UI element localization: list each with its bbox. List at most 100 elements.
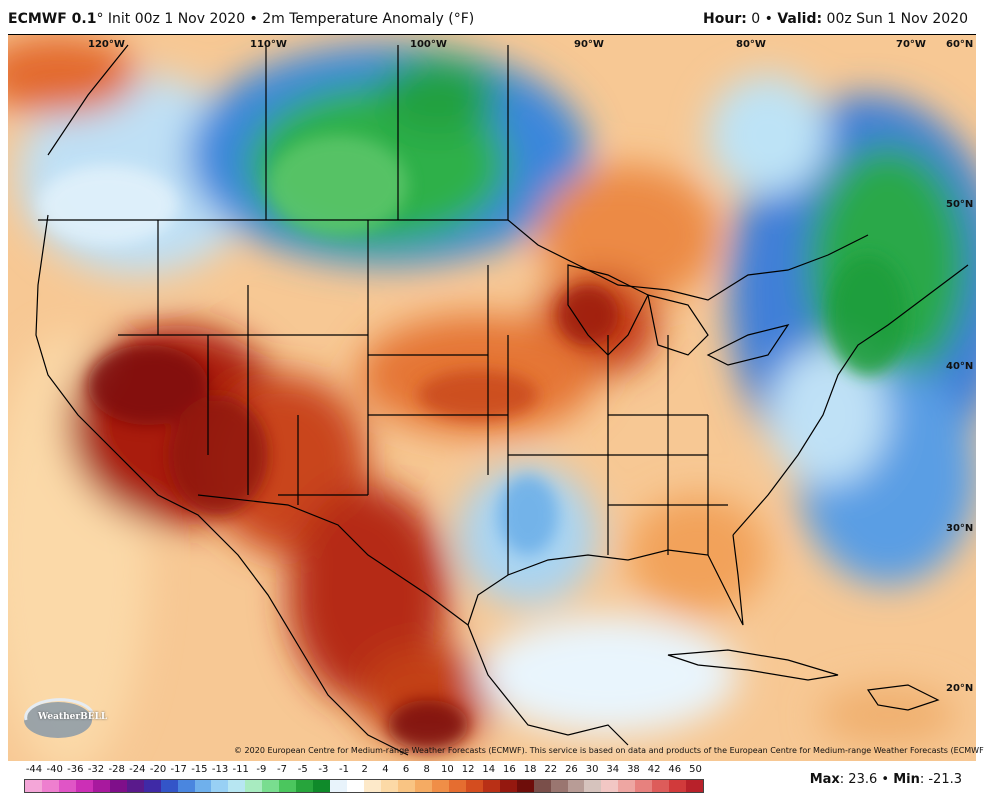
- colorbar-swatch: [296, 780, 314, 792]
- colorbar-swatch: [25, 780, 42, 792]
- colorbar-tick-label: -9: [256, 764, 267, 775]
- hour-label: Hour:: [703, 11, 747, 27]
- colorbar-swatch: [516, 780, 534, 792]
- colorbar-tick-label: 8: [423, 764, 430, 775]
- hour-value: 0 •: [746, 11, 778, 27]
- colorbar-swatch: [381, 780, 398, 792]
- max-min-stats: Max: 23.6 • Min: -21.3: [810, 772, 962, 787]
- colorbar-tick-label: -24: [129, 764, 146, 775]
- colorbar-swatch: [584, 780, 602, 792]
- colorbar-swatch: [262, 780, 280, 792]
- colorbar-tick-label: -15: [191, 764, 208, 775]
- colorbar-swatch: [347, 780, 365, 792]
- model-name: ECMWF 0.1: [8, 11, 97, 27]
- anomaly-detail: [38, 135, 908, 750]
- colorbar-tick-label: -7: [277, 764, 288, 775]
- colorbar-swatch: [652, 780, 670, 792]
- colorbar-tick-label: 16: [503, 764, 516, 775]
- colorbar-swatch: [177, 780, 195, 792]
- colorbar-swatch: [92, 780, 110, 792]
- colorbar-tick-label: -11: [232, 764, 249, 775]
- colorbar-swatch: [499, 780, 517, 792]
- colorbar-swatch: [245, 780, 263, 792]
- colorbar-swatch: [618, 780, 636, 792]
- colorbar-swatch: [330, 780, 348, 792]
- colorbar-tick-label: 22: [544, 764, 558, 775]
- max-label: Max: [809, 772, 840, 787]
- colorbar-swatch: [431, 780, 449, 792]
- colorbar-swatch: [482, 780, 500, 792]
- colorbar-tick-label: -20: [149, 764, 167, 775]
- colorbar-tick-label: 14: [482, 764, 496, 775]
- colorbar-tick-label: 18: [523, 764, 537, 775]
- colorbar-tick-label: 12: [461, 764, 475, 775]
- weatherbell-logo-text: WeatherBELL: [38, 712, 108, 722]
- colorbar-swatch: [465, 780, 483, 792]
- colorbar-tick-label: 6: [402, 764, 410, 775]
- lat-label-50n: 50°N: [946, 199, 974, 210]
- political-boundaries: [35, 44, 969, 756]
- colorbar-swatch: [41, 780, 59, 792]
- lat-label-40n: 40°N: [946, 361, 974, 372]
- colorbar-swatch: [211, 780, 229, 792]
- colorbar-tick-label: 46: [668, 764, 682, 775]
- colorbar-tick-label: -17: [170, 764, 187, 775]
- colorbar-swatch: [601, 780, 619, 792]
- valid-value: 00z Sun 1 Nov 2020: [822, 11, 968, 27]
- colorbar-tick-label: -28: [108, 764, 125, 775]
- lon-label-70w: 70°W: [896, 39, 926, 50]
- lon-label-110w: 110°W: [250, 39, 287, 50]
- lon-label-90w: 90°W: [574, 39, 604, 50]
- header-title: ECMWF 0.1° Init 00z 1 Nov 2020 • 2m Temp…: [8, 11, 474, 27]
- colorbar-swatch: [194, 780, 212, 792]
- colorbar-swatch: [533, 780, 551, 792]
- colorbar-swatch: [448, 780, 466, 792]
- min-value: : -21.3: [919, 772, 962, 787]
- lon-label-100w: 100°W: [410, 39, 447, 50]
- colorbar-swatch: [567, 780, 585, 792]
- colorbar-tick-label: 42: [647, 764, 661, 775]
- colorbar-swatch: [364, 780, 382, 792]
- min-label: Min: [893, 772, 920, 787]
- lat-label-60n: 60°N: [946, 39, 974, 50]
- colorbar-swatch: [58, 780, 76, 792]
- colorbar-tick-label: -32: [87, 764, 105, 775]
- lon-label-120w: 120°W: [88, 39, 125, 50]
- colorbar-tick-label: 2: [361, 764, 368, 775]
- colorbar-tick-label: -44: [25, 764, 43, 775]
- colorbar-swatch: [75, 780, 93, 792]
- header-valid-time: Hour: 0 • Valid: 00z Sun 1 Nov 2020: [703, 11, 968, 27]
- colorbar-swatch: [228, 780, 246, 792]
- colorbar-tick-label: 34: [606, 764, 620, 775]
- valid-label: Valid:: [777, 11, 823, 27]
- colorbar-tick-label: 50: [689, 764, 702, 775]
- copyright-notice: © 2020 European Centre for Medium-range …: [234, 746, 984, 755]
- colorbar-tick-label: -3: [318, 764, 329, 775]
- colorbar-swatch: [313, 780, 331, 792]
- header: ECMWF 0.1° Init 00z 1 Nov 2020 • 2m Temp…: [0, 0, 984, 34]
- temperature-anomaly-map[interactable]: 120°W 110°W 100°W 90°W 80°W 70°W 60°N 50…: [8, 34, 976, 761]
- map-canvas: [8, 35, 976, 761]
- colorbar-tick-label: 30: [585, 764, 599, 775]
- lat-label-20n: 20°N: [946, 683, 974, 694]
- colorbar-swatch: [669, 780, 687, 792]
- colorbar-swatch: [635, 780, 653, 792]
- max-value: : 23.6 •: [839, 772, 894, 787]
- colorbar-swatch: [279, 780, 297, 792]
- colorbar-tick-label: -13: [211, 764, 229, 775]
- colorbar-swatch: [397, 780, 415, 792]
- colorbar-tick-label: -1: [339, 764, 350, 775]
- lat-label-30n: 30°N: [946, 523, 974, 534]
- colorbar-swatch: [126, 780, 144, 792]
- colorbar-tick-label: -36: [67, 764, 84, 775]
- colorbar-tick-label: -40: [46, 764, 63, 775]
- colorbar-tick-label: 4: [382, 764, 389, 775]
- colorbar-legend: [24, 779, 704, 793]
- colorbar-tick-label: 38: [627, 764, 640, 775]
- lon-label-80w: 80°W: [736, 39, 766, 50]
- init-description: Init 00z 1 Nov 2020 • 2m Temperature Ano…: [103, 11, 475, 27]
- colorbar-swatch: [109, 780, 127, 792]
- colorbar-tick-label: 10: [441, 764, 454, 775]
- colorbar-swatch: [414, 780, 432, 792]
- colorbar-swatch: [686, 780, 704, 792]
